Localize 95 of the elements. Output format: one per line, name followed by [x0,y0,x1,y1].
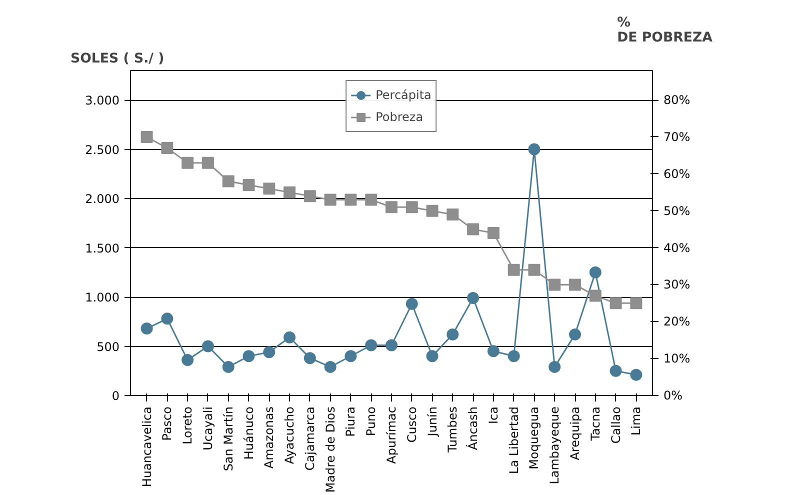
point [140,322,153,335]
x-tick-label: Puno [364,406,378,436]
y-tick-label: 2.500 [85,142,120,157]
y-axis-title: SOLES ( S./ ) [70,52,164,66]
x-tick-label: Loreto [180,406,195,444]
point [630,297,642,310]
point [569,328,582,340]
y-tick-label: 1.500 [85,241,120,256]
y-tick-label: 1.000 [85,290,120,305]
y-tick-label: 500 [96,340,120,354]
point [487,345,500,358]
y2-tick-label: 80% [664,93,690,108]
point [610,364,622,377]
y2-tick-label: 40% [664,240,690,255]
point [610,297,622,310]
x-tick-label: Moquegua [527,406,542,470]
point [161,142,174,154]
point [548,360,561,373]
y2-tick-label: 0% [664,388,683,402]
y2-tick-label: 30% [664,278,690,292]
x-tick-label: Ica [486,406,500,424]
point [508,264,520,276]
x-tick-label: Ayacucho [282,406,297,464]
point [324,360,336,373]
point [202,156,214,169]
y2-axis-title: % DE POBREZA [617,16,714,46]
point [263,182,276,195]
legend-label: Percápita [376,88,432,102]
x-tick-label: Pasco [160,406,174,441]
point [304,352,316,364]
point [528,143,540,156]
x-tick-label: Áncash [465,406,480,450]
point [242,178,255,191]
point [589,290,602,302]
point [365,194,378,206]
y-tick-label: 0 [112,389,120,403]
point [222,175,234,188]
point [630,368,642,381]
point [446,208,459,221]
y2-tick-label: 70% [664,130,690,144]
point [589,266,602,278]
point [182,156,194,169]
point [222,360,234,373]
y2-tick-label: 50% [664,204,690,218]
y2-tick-label: 10% [664,352,690,366]
y2-tick-label: 20% [664,314,690,329]
x-tick-label: Cusco [404,406,419,443]
y-tick-label: 3.000 [85,94,120,108]
x-tick-label: Piura [344,406,358,437]
point [569,278,582,291]
point [344,194,357,206]
x-tick-label: Tumbes [446,406,460,454]
legend-label: Pobreza [376,110,424,124]
point [386,339,398,352]
x-tick-label: Junín [425,406,440,438]
point [467,292,480,304]
x-tick-label: Lima [629,406,644,436]
point [406,298,418,310]
point [548,278,561,291]
x-tick-label: Huánuco [242,406,256,460]
point [242,350,255,362]
x-tick-label: Huancavelica [140,406,154,488]
x-tick-label: Arequipa [568,406,582,460]
point [263,346,276,358]
x-tick-label: Ucayali [200,406,215,450]
x-tick-label: La Libertad [506,406,521,474]
x-tick-label: Apurímac [384,406,398,464]
x-tick-label: Lambayeque [548,406,562,484]
point [386,201,398,214]
point [304,190,316,202]
x-tick-label: Cajamarca [302,406,317,471]
point [140,130,153,143]
x-tick-label: Amazonas [262,406,276,469]
point [182,354,194,366]
point [202,340,214,352]
point [446,328,459,340]
point [284,331,296,344]
x-tick-label: Madre de Dios [323,406,338,493]
point [344,350,357,362]
point [426,350,438,362]
point [426,204,438,217]
point [284,186,296,198]
x-tick-label: Callao [608,406,623,444]
point [508,350,520,362]
point [487,227,500,239]
point [324,194,336,206]
point [365,339,378,352]
x-tick-label: Tacna [588,406,602,442]
point [161,312,174,325]
y2-tick-label: 60% [664,166,690,181]
x-tick-label: San Martín [221,406,236,472]
y-tick-label: 2.000 [85,192,120,206]
point [528,264,540,276]
point [406,201,418,214]
point [467,223,480,236]
